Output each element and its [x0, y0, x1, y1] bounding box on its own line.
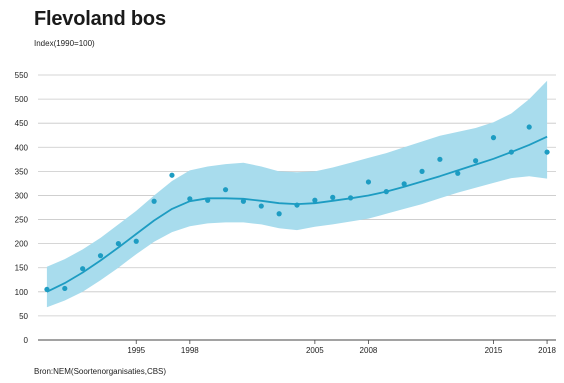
y-tick-label: 300 — [15, 191, 29, 200]
y-tick-label: 350 — [15, 167, 29, 176]
data-point — [419, 168, 425, 174]
data-point — [205, 197, 211, 203]
data-point — [544, 149, 550, 155]
data-point — [151, 198, 157, 204]
data-point — [258, 203, 264, 209]
y-axis-label: Index(1990=100) — [34, 39, 95, 48]
chart-title: Flevoland bos — [34, 8, 166, 30]
data-point — [80, 266, 86, 272]
data-point — [62, 285, 68, 292]
confidence-band-area — [46, 80, 548, 308]
x-tick-label: 1998 — [181, 346, 199, 355]
grid-lines — [38, 74, 556, 344]
data-point — [312, 197, 318, 203]
data-points — [44, 124, 550, 293]
data-point — [222, 187, 229, 193]
data-point — [473, 158, 479, 164]
data-point — [347, 195, 354, 201]
x-tick-label: 2005 — [306, 346, 324, 355]
data-point — [401, 181, 407, 187]
y-tick-label: 50 — [19, 312, 28, 321]
data-point — [365, 179, 372, 185]
data-point — [133, 238, 139, 244]
data-point — [115, 241, 121, 247]
y-tick-label: 150 — [15, 264, 29, 273]
confidence-band — [46, 80, 548, 308]
x-tick-label: 1995 — [127, 346, 145, 355]
data-point — [44, 286, 50, 293]
x-tick-label: 2008 — [360, 346, 378, 355]
data-point — [187, 196, 193, 202]
data-point — [455, 170, 461, 176]
y-tick-label: 0 — [24, 336, 29, 345]
x-tick-labels: 1995 1998 2005 2008 2015 2018 — [127, 346, 556, 355]
y-tick-labels: 0 50 100 150 200 250 300 350 400 450 500 550 — [15, 71, 29, 345]
y-tick-label: 550 — [15, 71, 29, 80]
data-point — [330, 194, 336, 200]
data-point — [97, 253, 104, 259]
data-point — [437, 156, 443, 162]
y-tick-label: 100 — [15, 288, 29, 297]
source-note: Bron:NEM(Soortenorganisaties,CBS) — [34, 367, 167, 376]
y-tick-label: 250 — [15, 216, 29, 225]
x-tick-label: 2018 — [538, 346, 556, 355]
y-tick-label: 500 — [15, 95, 29, 104]
y-tick-label: 450 — [15, 119, 29, 128]
data-point — [383, 189, 389, 195]
data-point — [276, 211, 282, 217]
x-tick-label: 2015 — [485, 346, 503, 355]
data-point — [169, 172, 175, 178]
data-point — [526, 124, 532, 130]
data-point — [508, 149, 514, 155]
y-tick-label: 200 — [15, 240, 29, 249]
data-point — [240, 198, 247, 204]
data-point — [294, 202, 300, 208]
data-point — [490, 135, 497, 141]
y-tick-label: 400 — [15, 143, 29, 152]
